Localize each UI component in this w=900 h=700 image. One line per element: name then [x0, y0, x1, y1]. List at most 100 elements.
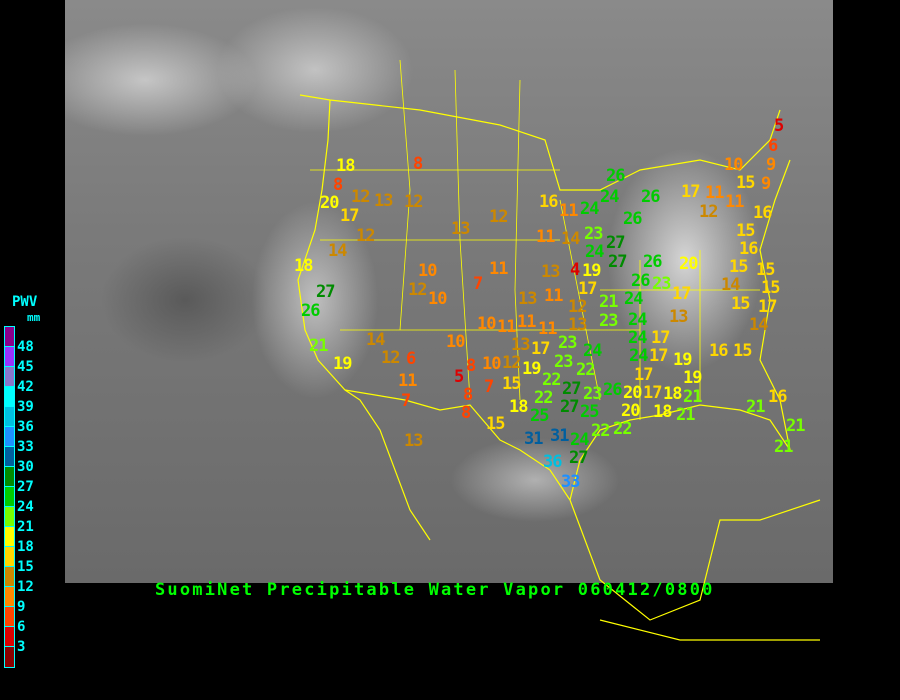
station-pwv-value: 13	[451, 219, 471, 239]
station-pwv-value: 12	[568, 297, 588, 317]
station-pwv-value: 24	[624, 289, 644, 309]
border-us-mexico	[344, 389, 571, 501]
station-pwv-value: 16	[768, 387, 788, 407]
station-pwv-value: 27	[606, 233, 626, 253]
station-pwv-value: 12	[351, 187, 371, 207]
station-pwv-value: 22	[613, 419, 633, 439]
legend-band	[5, 427, 14, 447]
station-pwv-value: 15	[756, 260, 776, 280]
station-pwv-value: 23	[583, 384, 603, 404]
station-pwv-value: 24	[629, 346, 649, 366]
station-pwv-value: 21	[676, 405, 696, 425]
station-pwv-value: 26	[603, 380, 623, 400]
station-pwv-value: 27	[316, 282, 336, 302]
station-pwv-value: 19	[683, 368, 703, 388]
station-pwv-value: 15	[761, 278, 781, 298]
station-pwv-value: 21	[786, 416, 806, 436]
color-scale-bar	[4, 326, 15, 668]
legend-tick: 12	[17, 579, 34, 595]
station-pwv-value: 11	[544, 286, 564, 306]
station-pwv-value: 7	[401, 391, 411, 411]
station-pwv-value: 22	[542, 370, 562, 390]
station-pwv-value: 20	[679, 254, 699, 274]
station-pwv-value: 24	[583, 341, 603, 361]
station-pwv-value: 13	[374, 191, 394, 211]
legend-band	[5, 627, 14, 647]
station-pwv-value: 11	[705, 183, 725, 203]
legend-tick: 9	[17, 599, 26, 615]
station-pwv-value: 23	[558, 333, 578, 353]
station-pwv-value: 12	[381, 348, 401, 368]
legend-tick: 24	[17, 499, 34, 515]
legend-unit: mm	[27, 311, 41, 324]
station-pwv-value: 17	[634, 365, 654, 385]
station-pwv-value: 27	[569, 448, 589, 468]
station-pwv-value: 20	[623, 383, 643, 403]
station-pwv-value: 14	[721, 275, 741, 295]
station-pwv-value: 17	[758, 297, 778, 317]
legend-tick: 6	[17, 619, 26, 635]
station-pwv-value: 11	[725, 192, 745, 212]
mexico-coast	[569, 499, 821, 641]
west-coast	[297, 99, 431, 541]
station-pwv-value: 23	[599, 311, 619, 331]
station-pwv-value: 17	[531, 339, 551, 359]
station-pwv-value: 36	[543, 452, 563, 472]
station-pwv-value: 31	[550, 426, 570, 446]
station-pwv-value: 14	[749, 315, 769, 335]
station-pwv-value: 11	[517, 312, 537, 332]
station-pwv-value: 17	[649, 346, 669, 366]
station-pwv-value: 24	[570, 430, 590, 450]
station-pwv-value: 8	[466, 356, 476, 376]
station-pwv-value: 16	[539, 192, 559, 212]
legend-band	[5, 407, 14, 427]
station-pwv-value: 9	[761, 174, 771, 194]
station-pwv-value: 13	[568, 315, 588, 335]
station-pwv-value: 25	[580, 402, 600, 422]
station-pwv-value: 11	[398, 371, 418, 391]
station-pwv-value: 6	[406, 349, 416, 369]
station-pwv-value: 11	[538, 319, 558, 339]
station-pwv-value: 22	[534, 388, 554, 408]
station-pwv-value: 13	[669, 307, 689, 327]
station-pwv-value: 31	[524, 429, 544, 449]
station-pwv-value: 8	[333, 175, 343, 195]
legend-band	[5, 647, 14, 667]
gulf-coast	[569, 404, 791, 501]
legend-tick: 36	[17, 419, 34, 435]
station-pwv-value: 12	[356, 226, 376, 246]
border-canada-us	[299, 94, 781, 191]
legend-tick: 45	[17, 359, 34, 375]
station-pwv-value: 17	[651, 328, 671, 348]
legend-band	[5, 467, 14, 487]
east-coast	[759, 159, 791, 451]
station-pwv-value: 18	[294, 256, 314, 276]
station-pwv-value: 12	[404, 192, 424, 212]
station-pwv-value: 18	[509, 397, 529, 417]
station-pwv-value: 26	[643, 252, 663, 272]
legend-band	[5, 327, 14, 347]
station-pwv-value: 13	[404, 431, 424, 451]
station-pwv-value: 8	[461, 403, 471, 423]
legend-tick: 39	[17, 399, 34, 415]
station-pwv-value: 15	[733, 341, 753, 361]
station-pwv-value: 8	[413, 154, 423, 174]
station-pwv-value: 15	[736, 173, 756, 193]
station-pwv-value: 10	[428, 289, 448, 309]
station-pwv-value: 21	[683, 387, 703, 407]
legend-band	[5, 347, 14, 367]
station-pwv-value: 12	[699, 202, 719, 222]
station-pwv-value: 26	[301, 301, 321, 321]
legend-title: PWV	[12, 294, 38, 310]
station-pwv-value: 26	[623, 209, 643, 229]
legend-tick: 18	[17, 539, 34, 555]
station-pwv-value: 20	[320, 193, 340, 213]
station-pwv-value: 11	[489, 259, 509, 279]
station-pwv-value: 15	[731, 294, 751, 314]
legend-tick: 21	[17, 519, 34, 535]
station-pwv-value: 18	[663, 384, 683, 404]
station-pwv-value: 21	[309, 336, 329, 356]
station-pwv-value: 33	[561, 472, 581, 492]
station-pwv-value: 13	[518, 289, 538, 309]
